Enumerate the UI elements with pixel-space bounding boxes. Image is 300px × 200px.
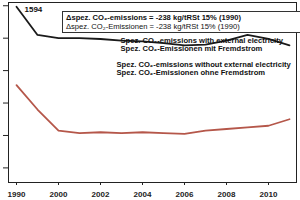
svg-text:2000: 2000 [50, 190, 68, 199]
svg-text:2006: 2006 [176, 190, 194, 199]
svg-text:2010: 2010 [260, 190, 278, 199]
svg-text:2004: 2004 [134, 190, 152, 199]
svg-text:2008: 2008 [218, 190, 236, 199]
svg-text:2002: 2002 [92, 190, 110, 199]
html-text:Δspez. CO₂-emissions = -238 kg: Δspez. CO₂-emissions = -238 kg/tRSt 15% … [66, 13, 241, 22]
svg-text:1990: 1990 [8, 190, 26, 199]
svg-text:Spez. CO₂-emissions with exter: Spez. CO₂-emissions with external electr… [121, 36, 284, 54]
svg-text:Spez. CO₂-emissions without ex: Spez. CO₂-emissions without external ele… [117, 60, 292, 78]
svg-text:1594: 1594 [25, 5, 43, 14]
html-text:Δspez. CO₂-Emissionen = -238 k: Δspez. CO₂-Emissionen = -238 kg/tRSt 15%… [66, 22, 240, 31]
